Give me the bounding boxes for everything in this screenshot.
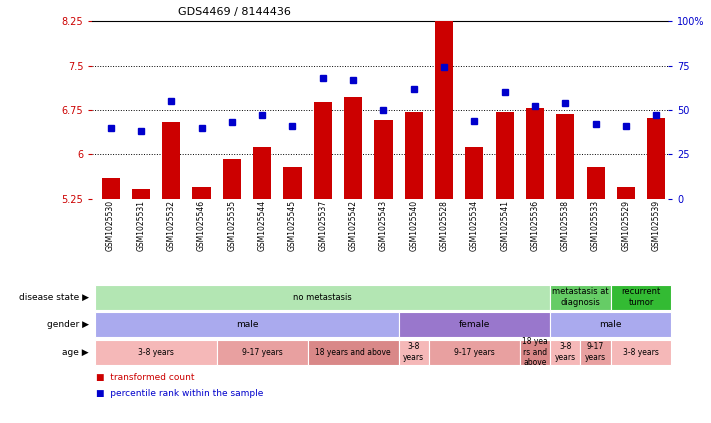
Text: 3-8
years: 3-8 years: [403, 343, 424, 362]
Bar: [95, 285, 550, 310]
Bar: [193, 187, 210, 199]
Bar: [496, 112, 514, 199]
Bar: [617, 187, 635, 199]
Text: 18 yea
rs and
above: 18 yea rs and above: [522, 337, 548, 367]
Text: GDS4469 / 8144436: GDS4469 / 8144436: [178, 7, 291, 17]
Text: 3-8 years: 3-8 years: [623, 348, 659, 357]
Bar: [217, 340, 308, 365]
Bar: [435, 14, 453, 199]
Bar: [95, 340, 217, 365]
Bar: [102, 178, 119, 199]
Bar: [550, 340, 580, 365]
Bar: [587, 168, 604, 199]
Bar: [611, 340, 671, 365]
Bar: [223, 159, 241, 199]
Text: male: male: [236, 320, 258, 329]
Bar: [95, 312, 399, 337]
Text: 9-17
years: 9-17 years: [585, 343, 606, 362]
Bar: [308, 340, 399, 365]
Text: male: male: [599, 320, 622, 329]
Text: age ▶: age ▶: [63, 348, 89, 357]
Text: 3-8 years: 3-8 years: [138, 348, 174, 357]
Text: gender ▶: gender ▶: [47, 320, 89, 329]
Text: recurrent
tumor: recurrent tumor: [621, 288, 661, 307]
Text: no metastasis: no metastasis: [294, 293, 352, 302]
Bar: [344, 97, 362, 199]
Bar: [162, 122, 181, 199]
Text: 9-17 years: 9-17 years: [454, 348, 495, 357]
Text: disease state ▶: disease state ▶: [19, 293, 89, 302]
Bar: [374, 120, 392, 199]
Text: 9-17 years: 9-17 years: [242, 348, 282, 357]
Text: 18 years and above: 18 years and above: [315, 348, 391, 357]
Text: female: female: [459, 320, 490, 329]
Bar: [647, 118, 665, 199]
Bar: [556, 114, 574, 199]
Bar: [284, 168, 301, 199]
Text: 3-8
years: 3-8 years: [555, 343, 576, 362]
Bar: [550, 312, 671, 337]
Bar: [314, 102, 332, 199]
Text: ■  percentile rank within the sample: ■ percentile rank within the sample: [96, 389, 263, 398]
Text: metastasis at
diagnosis: metastasis at diagnosis: [552, 288, 609, 307]
Bar: [611, 285, 671, 310]
Bar: [253, 147, 272, 199]
Bar: [132, 189, 150, 199]
Bar: [399, 340, 429, 365]
Bar: [405, 112, 423, 199]
Bar: [429, 340, 520, 365]
Bar: [526, 108, 544, 199]
Bar: [399, 312, 550, 337]
Bar: [465, 147, 483, 199]
Bar: [580, 340, 611, 365]
Bar: [550, 285, 611, 310]
Bar: [520, 340, 550, 365]
Text: ■  transformed count: ■ transformed count: [96, 373, 195, 382]
